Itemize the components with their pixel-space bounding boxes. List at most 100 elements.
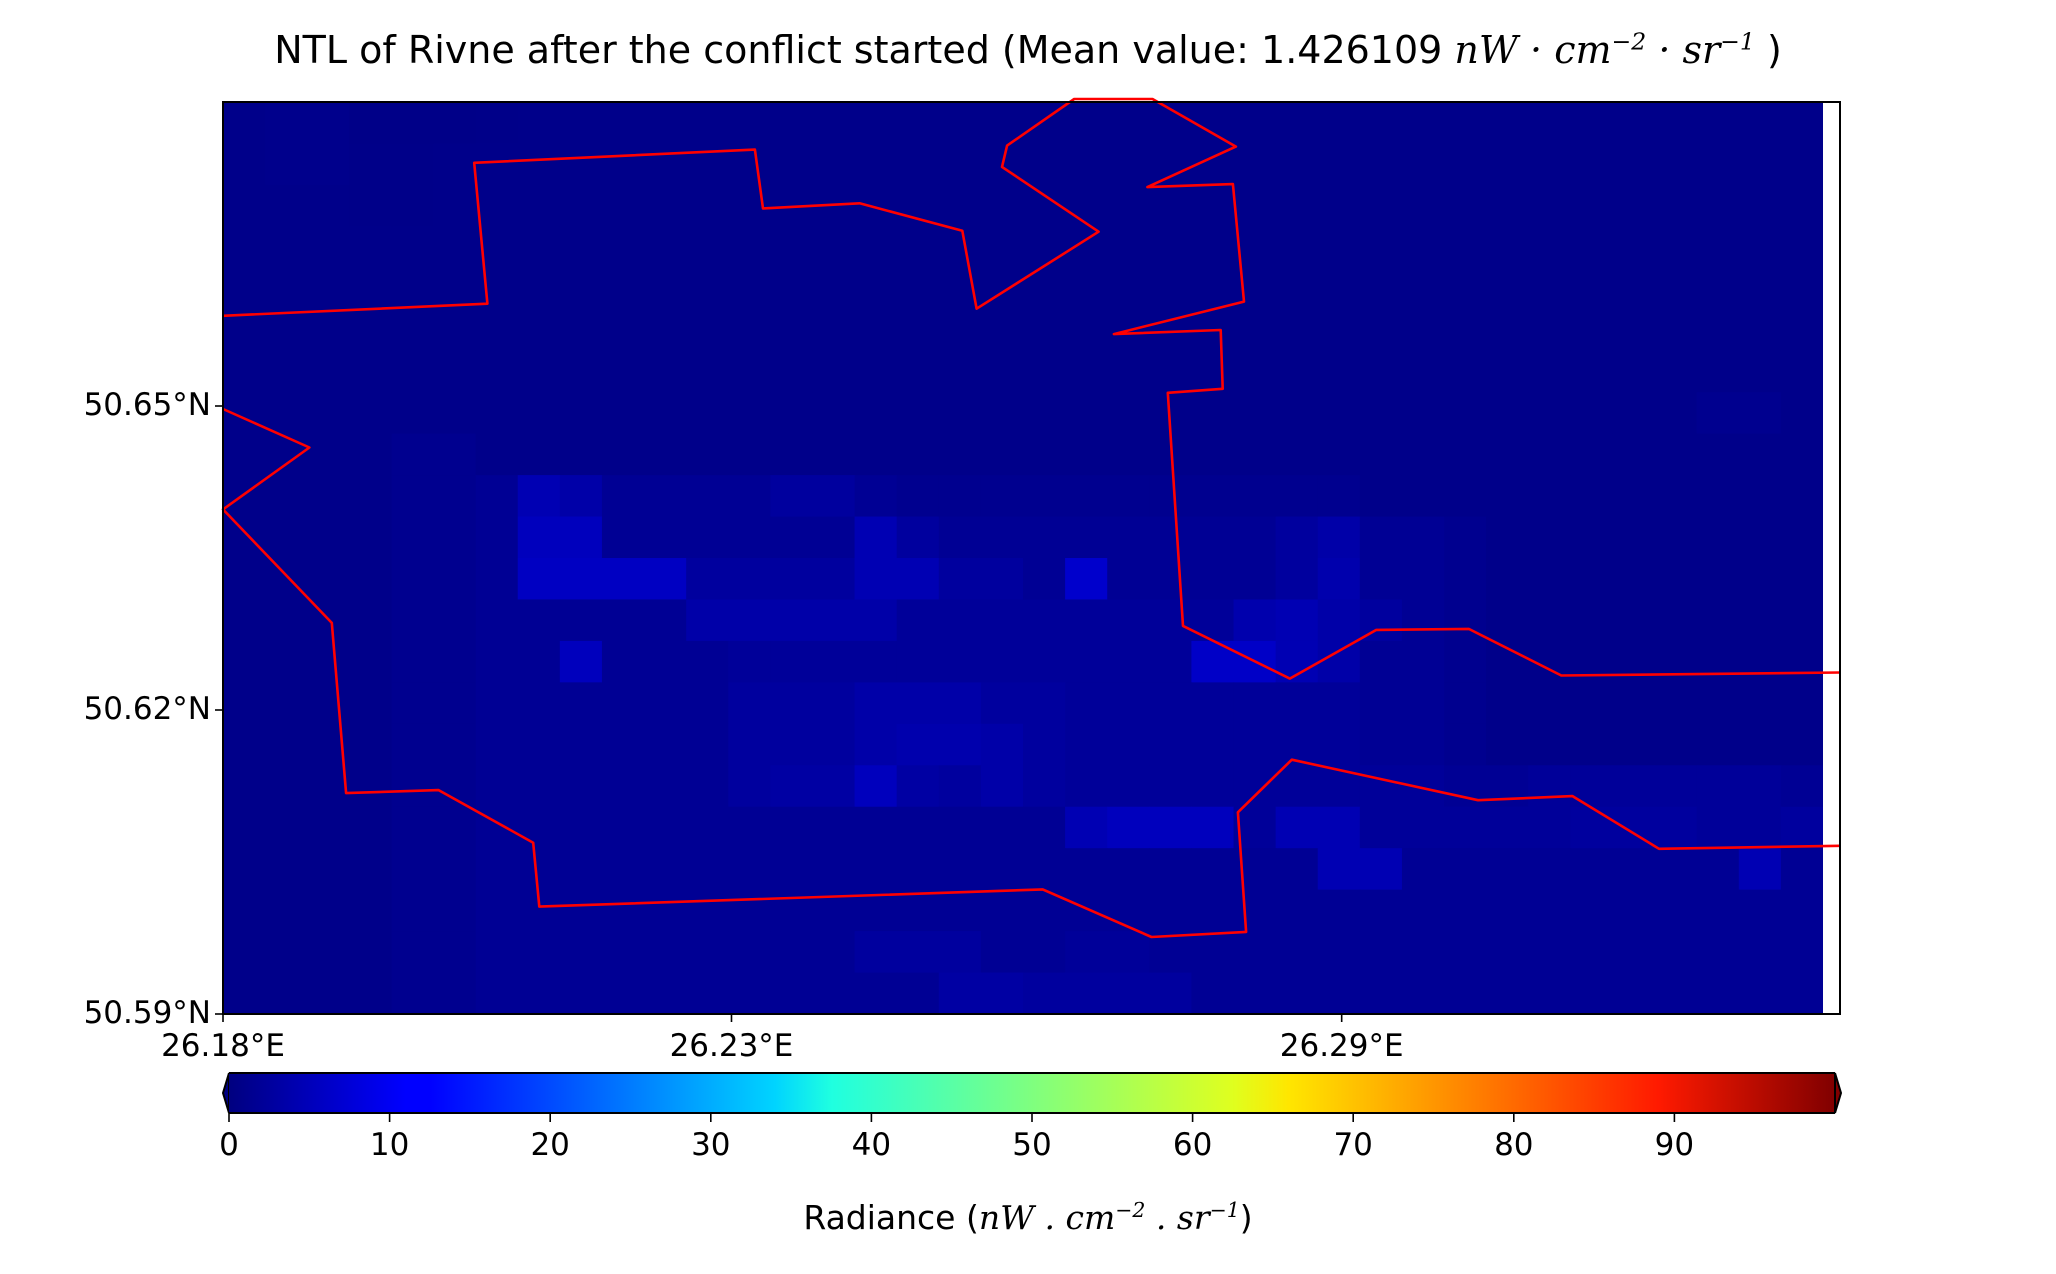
heatmap-cell	[1780, 475, 1824, 518]
heatmap-cell	[1444, 433, 1487, 476]
y-axis-ticks	[215, 405, 223, 1015]
heatmap-cell	[812, 392, 856, 435]
heatmap-cell	[854, 972, 898, 1015]
heatmap-cell	[1654, 226, 1698, 269]
heatmap-cell	[1149, 682, 1193, 725]
heatmap-cell	[1738, 392, 1782, 435]
heatmap-cell	[349, 143, 393, 186]
heatmap-cell	[896, 972, 940, 1015]
heatmap-cell	[896, 558, 940, 601]
colorbar-label-exp2: −1	[1209, 1198, 1240, 1222]
heatmap-cell	[475, 475, 519, 518]
heatmap-cell	[1107, 599, 1150, 642]
heatmap-cell	[1612, 102, 1656, 145]
heatmap-cell	[307, 558, 350, 601]
heatmap-cell	[644, 972, 687, 1015]
heatmap-cell	[1612, 848, 1656, 891]
heatmap-cell	[854, 558, 898, 601]
heatmap-cell	[1275, 350, 1319, 393]
heatmap-cell	[517, 848, 561, 891]
heatmap-cell	[1612, 765, 1656, 808]
heatmap-cell	[1191, 765, 1235, 808]
heatmap-cell	[391, 392, 435, 435]
heatmap-cell	[1149, 143, 1193, 186]
heatmap-cell	[1233, 143, 1277, 186]
heatmap-cell	[517, 640, 561, 683]
heatmap-cell	[770, 516, 814, 559]
title-unit-base: nW · cm	[1454, 28, 1612, 72]
heatmap-cell	[1654, 143, 1698, 186]
heatmap-cell	[1738, 765, 1782, 808]
heatmap-cell	[349, 433, 393, 476]
heatmap-cell	[1401, 599, 1445, 642]
heatmap-cell	[475, 558, 519, 601]
heatmap-cell	[770, 558, 814, 601]
heatmap-cell	[1317, 309, 1361, 352]
heatmap-cell	[265, 392, 308, 435]
heatmap-cell	[1780, 267, 1824, 310]
heatmap-cell	[601, 640, 645, 683]
heatmap-cell	[980, 392, 1024, 435]
heatmap-cell	[1486, 143, 1529, 186]
heatmap-cell	[1401, 558, 1445, 601]
heatmap-cell	[265, 931, 308, 974]
heatmap-cell	[1149, 184, 1193, 227]
heatmap-cell	[644, 102, 687, 145]
heatmap-cell	[1528, 889, 1571, 932]
heatmap-cell	[475, 848, 519, 891]
radiance-heatmap-cells	[223, 102, 1824, 1015]
heatmap-cell	[770, 309, 814, 352]
heatmap-cell	[1023, 226, 1066, 269]
heatmap-cell	[1654, 516, 1698, 559]
heatmap-cell	[686, 309, 729, 352]
heatmap-cell	[1023, 972, 1066, 1015]
heatmap-cell	[433, 972, 477, 1015]
heatmap-cell	[1528, 226, 1571, 269]
heatmap-cell	[1065, 350, 1108, 393]
heatmap-cell	[517, 682, 561, 725]
heatmap-cell	[1359, 889, 1403, 932]
heatmap-cell	[854, 931, 898, 974]
x-axis-ticks	[222, 1014, 1343, 1022]
heatmap-cell	[307, 392, 350, 435]
heatmap-cell	[1570, 516, 1614, 559]
heatmap-cell	[1612, 723, 1656, 766]
heatmap-cell	[980, 350, 1024, 393]
heatmap-cell	[1065, 102, 1108, 145]
heatmap-cell	[1780, 433, 1824, 476]
heatmap-cell	[1696, 267, 1740, 310]
heatmap-cell	[223, 267, 266, 310]
heatmap-cell	[770, 848, 814, 891]
heatmap-cell	[1107, 143, 1150, 186]
heatmap-cell	[1612, 682, 1656, 725]
heatmap-cell	[1780, 350, 1824, 393]
heatmap-cell	[1149, 723, 1193, 766]
heatmap-cell	[517, 143, 561, 186]
heatmap-cell	[1486, 309, 1529, 352]
map-frame	[222, 101, 1841, 1015]
heatmap-cell	[1780, 723, 1824, 766]
heatmap-cell	[1486, 226, 1529, 269]
heatmap-cell	[1149, 972, 1193, 1015]
heatmap-cell	[265, 972, 308, 1015]
heatmap-cell	[980, 806, 1024, 849]
heatmap-cell	[1023, 682, 1066, 725]
heatmap-cell	[517, 184, 561, 227]
heatmap-cell	[1444, 309, 1487, 352]
heatmap-cell	[391, 682, 435, 725]
heatmap-cell	[644, 143, 687, 186]
heatmap-cell	[265, 516, 308, 559]
heatmap-cell	[601, 392, 645, 435]
heatmap-cell	[1317, 972, 1361, 1015]
heatmap-cell	[1738, 102, 1782, 145]
heatmap-cell	[1528, 309, 1571, 352]
heatmap-cell	[1738, 226, 1782, 269]
heatmap-cell	[686, 889, 729, 932]
heatmap-cell	[349, 889, 393, 932]
heatmap-cell	[559, 309, 603, 352]
heatmap-cell	[517, 226, 561, 269]
heatmap-cell	[265, 475, 308, 518]
heatmap-cell	[349, 972, 393, 1015]
colorbar-extend-min	[221, 1072, 230, 1114]
